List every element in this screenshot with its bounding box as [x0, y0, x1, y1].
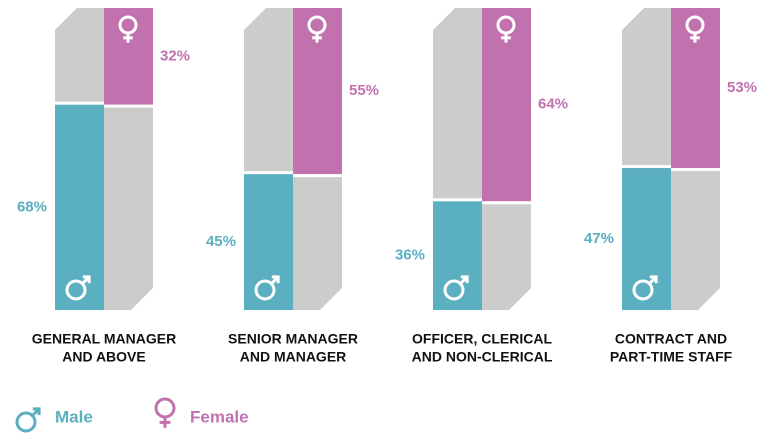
category-label: AND ABOVE — [62, 349, 146, 365]
symbol-ring — [443, 279, 465, 301]
symbol-ring — [254, 279, 276, 301]
value-label: 55% — [349, 82, 379, 99]
category-label: OFFICER, CLERICAL — [412, 331, 552, 347]
value-label: 45% — [206, 233, 236, 250]
value-label: 36% — [395, 247, 425, 264]
female-symbol — [118, 15, 138, 43]
male-symbol — [443, 275, 469, 301]
symbol-ring — [632, 279, 654, 301]
symbol-ring — [15, 411, 37, 433]
male-symbol — [65, 275, 91, 301]
symbol-arrow — [82, 275, 91, 284]
legend-label: Female — [190, 407, 249, 426]
male-symbol — [254, 275, 280, 301]
female-symbol — [154, 397, 176, 428]
value-label: 32% — [160, 47, 190, 64]
symbol-arrow — [649, 275, 658, 284]
bar — [433, 201, 482, 310]
symbol-arrow — [460, 275, 469, 284]
male-symbol — [632, 275, 658, 301]
female-symbol — [496, 15, 516, 43]
male-symbol — [15, 407, 41, 433]
category-label: PART-TIME STAFF — [610, 349, 733, 365]
value-label: 53% — [727, 79, 757, 96]
female-symbol — [685, 15, 705, 43]
bar — [622, 168, 671, 310]
value-label: 47% — [584, 230, 614, 247]
legend-label: Male — [55, 407, 93, 426]
symbol-arrow — [271, 275, 280, 284]
value-label: 64% — [538, 96, 568, 113]
symbol-arrow — [32, 407, 41, 416]
bar — [55, 104, 104, 310]
symbol-ring — [65, 279, 87, 301]
category-label: AND MANAGER — [240, 349, 347, 365]
category-label: SENIOR MANAGER — [228, 331, 358, 347]
symbol-ring — [154, 397, 176, 419]
category-label: GENERAL MANAGER — [32, 331, 176, 347]
category-label: AND NON-CLERICAL — [412, 349, 553, 365]
female-symbol — [307, 15, 327, 43]
bar — [244, 174, 293, 310]
category-label: CONTRACT AND — [615, 331, 727, 347]
value-label: 68% — [17, 198, 47, 215]
bar — [104, 8, 153, 105]
